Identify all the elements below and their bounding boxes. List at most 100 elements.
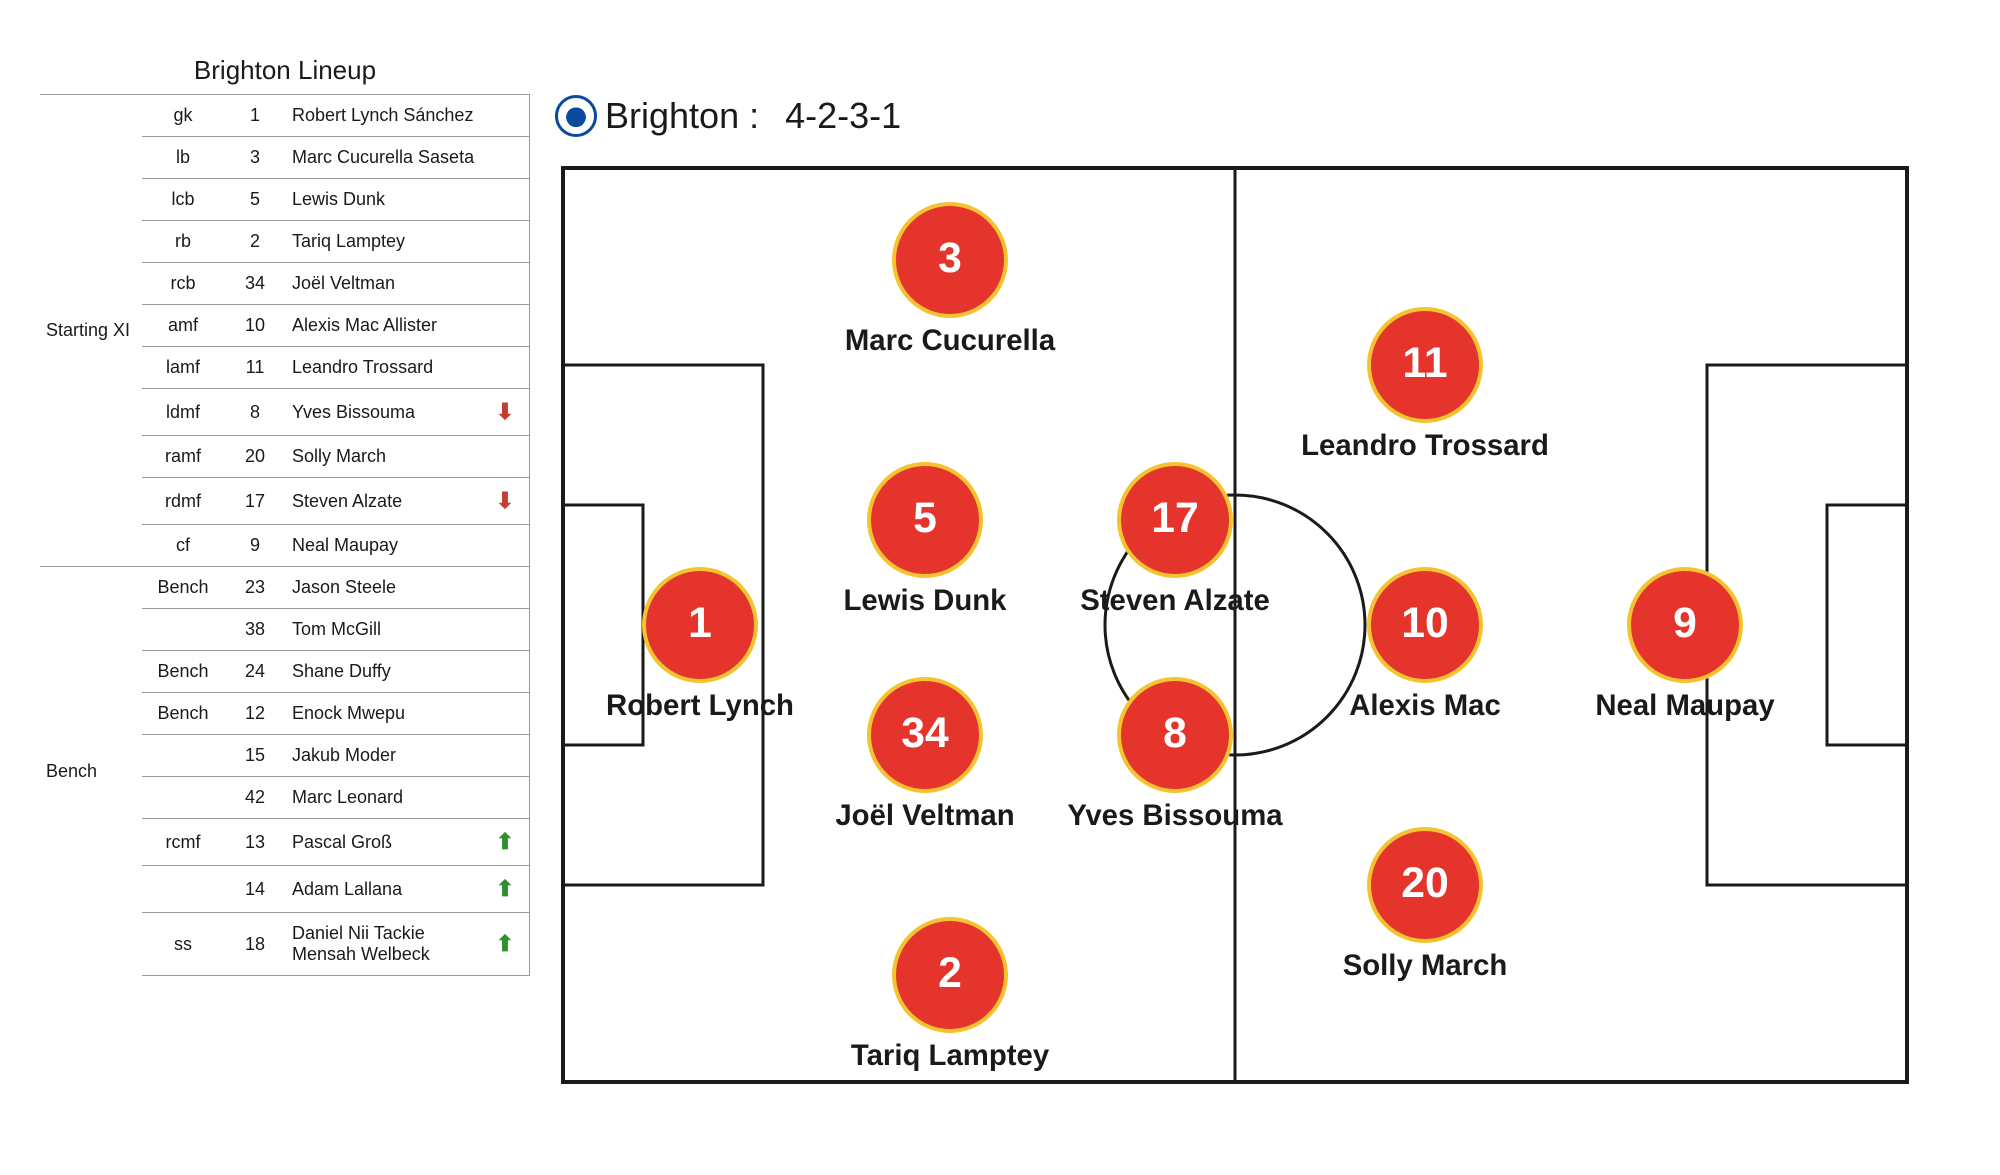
sub-cell bbox=[481, 609, 530, 651]
sub-cell bbox=[481, 525, 530, 567]
name-cell: Shane Duffy bbox=[286, 651, 481, 693]
num-cell: 17 bbox=[224, 478, 286, 525]
pos-cell bbox=[142, 609, 224, 651]
player-label: Lewis Dunk bbox=[844, 584, 1008, 617]
group-label: Bench bbox=[40, 567, 142, 976]
player-number: 2 bbox=[938, 949, 962, 997]
player-marker: 17 Steven Alzate bbox=[1080, 464, 1270, 617]
name-cell: Enock Mwepu bbox=[286, 693, 481, 735]
player-number: 10 bbox=[1401, 599, 1448, 647]
pitch-diagram: 1 Robert Lynch 3 Marc Cucurella 5 Lewis Dunk 3… bbox=[555, 160, 1915, 1090]
pos-cell bbox=[142, 735, 224, 777]
pos-cell: Bench bbox=[142, 651, 224, 693]
sub-cell: ⬆ bbox=[481, 866, 530, 913]
player-label: Joël Veltman bbox=[835, 799, 1014, 832]
player-label: Robert Lynch bbox=[606, 689, 794, 722]
player-marker: 1 Robert Lynch bbox=[606, 569, 794, 722]
sub-in-icon: ⬆ bbox=[496, 931, 514, 956]
sub-cell bbox=[481, 436, 530, 478]
sub-cell bbox=[481, 735, 530, 777]
lineup-title: Brighton Lineup bbox=[40, 55, 530, 86]
player-number: 20 bbox=[1401, 859, 1448, 907]
name-cell: Daniel Nii Tackie Mensah Welbeck bbox=[286, 913, 481, 976]
table-row: BenchBench23Jason Steele bbox=[40, 567, 530, 609]
player-label: Marc Cucurella bbox=[845, 324, 1056, 357]
player-number: 5 bbox=[913, 494, 937, 542]
pos-cell: gk bbox=[142, 95, 224, 137]
pos-cell: lamf bbox=[142, 347, 224, 389]
pos-cell: rdmf bbox=[142, 478, 224, 525]
sub-cell bbox=[481, 693, 530, 735]
sub-cell bbox=[481, 777, 530, 819]
pitch-header-formation: 4-2-3-1 bbox=[785, 95, 901, 137]
player-marker: 20 Solly March bbox=[1343, 829, 1508, 982]
player-label: Leandro Trossard bbox=[1301, 429, 1549, 462]
lineup-table-container: Brighton Lineup Starting XIgk1Robert Lyn… bbox=[40, 55, 530, 976]
num-cell: 1 bbox=[224, 95, 286, 137]
num-cell: 14 bbox=[224, 866, 286, 913]
pos-cell: lb bbox=[142, 137, 224, 179]
pos-cell bbox=[142, 777, 224, 819]
sub-in-icon: ⬆ bbox=[496, 829, 514, 854]
name-cell: Steven Alzate bbox=[286, 478, 481, 525]
sub-cell bbox=[481, 651, 530, 693]
name-cell: Yves Bissouma bbox=[286, 389, 481, 436]
pos-cell: ramf bbox=[142, 436, 224, 478]
name-cell: Tom McGill bbox=[286, 609, 481, 651]
player-marker: 9 Neal Maupay bbox=[1595, 569, 1775, 722]
player-number: 8 bbox=[1163, 709, 1187, 757]
name-cell: Marc Cucurella Saseta bbox=[286, 137, 481, 179]
num-cell: 11 bbox=[224, 347, 286, 389]
num-cell: 34 bbox=[224, 263, 286, 305]
player-label: Steven Alzate bbox=[1080, 584, 1270, 617]
page-root: Brighton Lineup Starting XIgk1Robert Lyn… bbox=[0, 0, 2000, 1175]
sub-out-icon: ⬇ bbox=[496, 399, 514, 424]
num-cell: 38 bbox=[224, 609, 286, 651]
sub-cell bbox=[481, 95, 530, 137]
player-label: Tariq Lamptey bbox=[851, 1039, 1050, 1072]
pitch-header: Brighton : 4-2-3-1 bbox=[555, 95, 901, 137]
sub-cell: ⬆ bbox=[481, 913, 530, 976]
sub-cell: ⬇ bbox=[481, 478, 530, 525]
name-cell: Joël Veltman bbox=[286, 263, 481, 305]
sub-cell bbox=[481, 137, 530, 179]
num-cell: 10 bbox=[224, 305, 286, 347]
pitch-header-team: Brighton : bbox=[605, 95, 759, 137]
player-number: 3 bbox=[938, 234, 962, 282]
num-cell: 18 bbox=[224, 913, 286, 976]
pos-cell: rcmf bbox=[142, 819, 224, 866]
player-label: Neal Maupay bbox=[1595, 689, 1775, 722]
pos-cell: Bench bbox=[142, 567, 224, 609]
group-label: Starting XI bbox=[40, 95, 142, 567]
sub-cell bbox=[481, 221, 530, 263]
player-marker: 10 Alexis Mac bbox=[1349, 569, 1501, 722]
name-cell: Alexis Mac Allister bbox=[286, 305, 481, 347]
num-cell: 42 bbox=[224, 777, 286, 819]
pos-cell: amf bbox=[142, 305, 224, 347]
pos-cell bbox=[142, 866, 224, 913]
table-row: Starting XIgk1Robert Lynch Sánchez bbox=[40, 95, 530, 137]
player-label: Alexis Mac bbox=[1349, 689, 1501, 722]
num-cell: 13 bbox=[224, 819, 286, 866]
num-cell: 2 bbox=[224, 221, 286, 263]
name-cell: Marc Leonard bbox=[286, 777, 481, 819]
pos-cell: rcb bbox=[142, 263, 224, 305]
player-marker: 34Joël Veltman bbox=[835, 679, 1014, 832]
num-cell: 8 bbox=[224, 389, 286, 436]
player-label: Yves Bissouma bbox=[1067, 799, 1283, 832]
lineup-table: Starting XIgk1Robert Lynch Sánchezlb3Mar… bbox=[40, 94, 530, 976]
sub-out-icon: ⬇ bbox=[496, 488, 514, 513]
player-number: 9 bbox=[1673, 599, 1697, 647]
name-cell: Neal Maupay bbox=[286, 525, 481, 567]
num-cell: 15 bbox=[224, 735, 286, 777]
num-cell: 20 bbox=[224, 436, 286, 478]
num-cell: 23 bbox=[224, 567, 286, 609]
player-number: 17 bbox=[1151, 494, 1198, 542]
player-label: Solly March bbox=[1343, 949, 1508, 982]
name-cell: Pascal Groß bbox=[286, 819, 481, 866]
pos-cell: ldmf bbox=[142, 389, 224, 436]
player-number: 1 bbox=[688, 599, 712, 647]
pos-cell: lcb bbox=[142, 179, 224, 221]
name-cell: Jason Steele bbox=[286, 567, 481, 609]
sub-cell bbox=[481, 567, 530, 609]
